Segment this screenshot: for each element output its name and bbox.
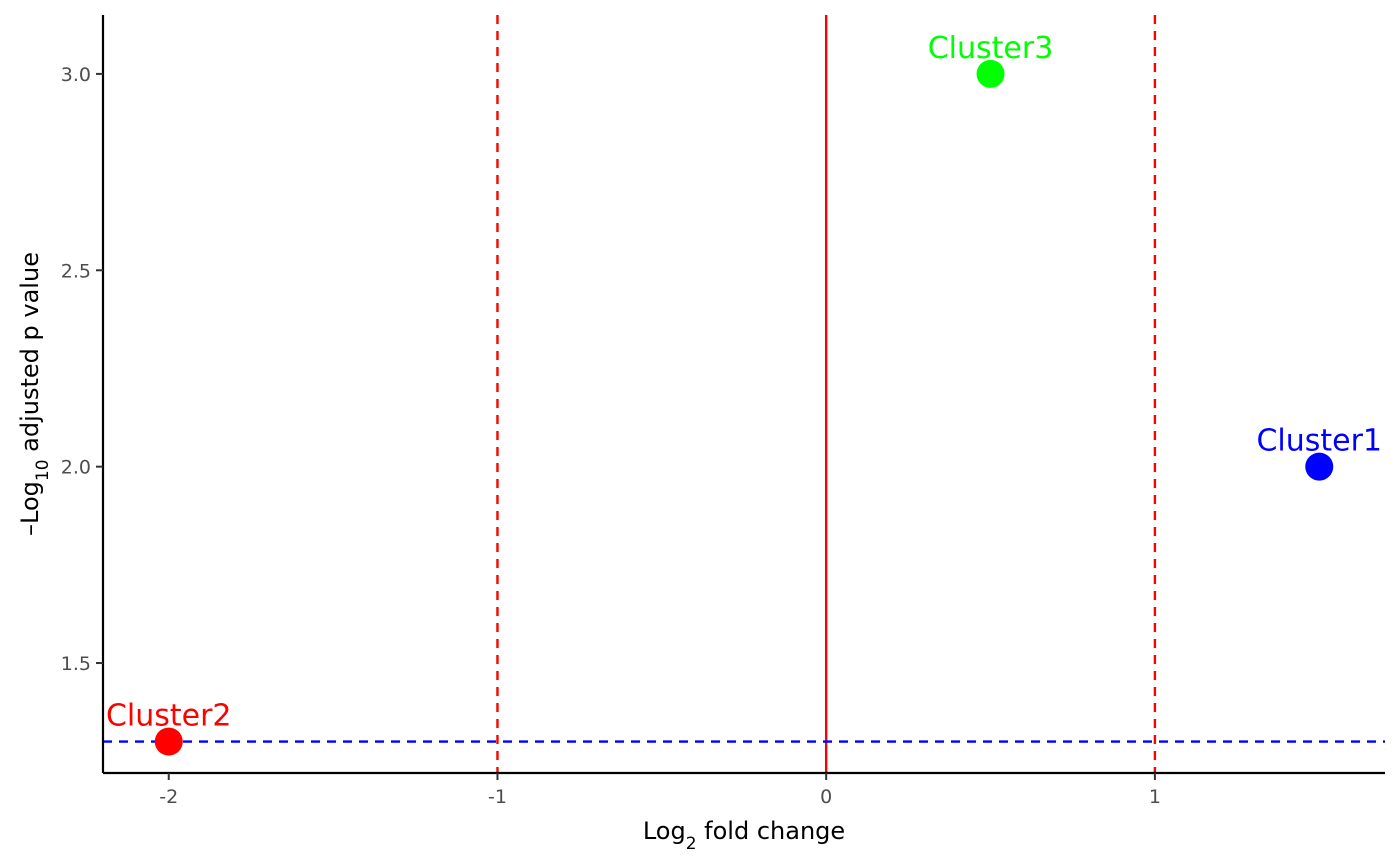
x-axis-title: Log2 fold change: [643, 817, 845, 854]
x-tick-label: -2: [159, 786, 178, 808]
x-axis-title-prefix: Log: [643, 817, 686, 845]
axes: [101, 15, 1385, 775]
data-points: [154, 59, 1334, 756]
y-axis-title-subscript: 10: [33, 459, 53, 481]
x-axis-title-subscript: 2: [686, 834, 697, 854]
point-labels: Cluster1 Cluster2 Cluster3: [106, 31, 1382, 734]
y-tick-label: 3.0: [61, 64, 91, 86]
point-label-cluster3: Cluster3: [928, 31, 1054, 66]
data-point-cluster3: [976, 59, 1005, 88]
x-tick-label: 0: [820, 786, 832, 808]
y-axis-title-prefix: –Log: [16, 481, 44, 536]
data-point-cluster2: [154, 727, 183, 756]
y-axis-title: –Log10 adjusted p value: [16, 252, 53, 536]
y-axis-ticks: 1.5 2.0 2.5 3.0: [61, 64, 103, 675]
reference-lines: [103, 15, 1385, 773]
point-label-cluster2: Cluster2: [106, 699, 232, 734]
y-tick-label: 2.0: [61, 457, 91, 479]
x-axis-title-suffix: fold change: [697, 817, 846, 845]
data-point-cluster1: [1305, 452, 1334, 481]
y-axis-title-suffix: adjusted p value: [16, 252, 44, 459]
y-tick-label: 1.5: [61, 653, 91, 675]
x-tick-label: -1: [488, 786, 507, 808]
x-tick-label: 1: [1149, 786, 1161, 808]
point-label-cluster1: Cluster1: [1256, 424, 1382, 459]
x-axis-ticks: -2 -1 0 1: [159, 773, 1161, 808]
y-tick-label: 2.5: [61, 260, 91, 282]
